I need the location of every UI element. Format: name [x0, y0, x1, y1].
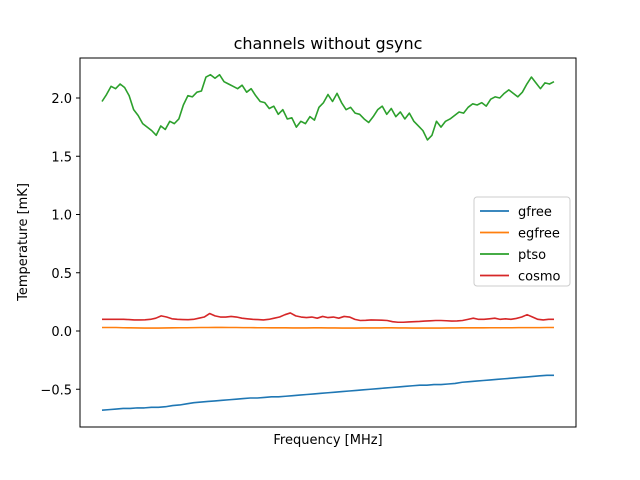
y-tick-label: 0.0 — [51, 325, 72, 340]
y-tick-label: −0.5 — [40, 383, 72, 398]
legend-label-ptso: ptso — [518, 248, 546, 263]
plot-area-frame — [79, 57, 577, 428]
series-line-cosmo — [102, 312, 554, 324]
series-line-ptso — [101, 73, 555, 141]
legend-label-gfree: gfree — [518, 205, 552, 220]
y-tick-label: 0.5 — [51, 267, 72, 282]
legend-label-egfree: egfree — [518, 227, 560, 242]
legend-label-cosmo: cosmo — [518, 270, 561, 285]
y-tick-label: 1.5 — [51, 150, 72, 165]
y-tick-label: 1.0 — [51, 209, 72, 224]
legend: gfree egfree ptso cosmo — [473, 196, 571, 287]
y-tick-label: 2.0 — [51, 92, 72, 107]
x-axis-label: Frequency [MHz] — [273, 433, 382, 448]
legend-box — [473, 196, 571, 287]
chart-title: channels without gsync — [234, 34, 423, 53]
series-line-egfree — [102, 326, 554, 329]
series-layer — [101, 73, 555, 412]
y-axis: −0.5 0.0 0.5 1.0 1.5 2.0 — [40, 92, 80, 398]
legend-items: gfree egfree ptso cosmo — [480, 205, 561, 285]
y-axis-label: Temperature [mK] — [16, 183, 31, 302]
series-line-gfree — [101, 374, 554, 412]
